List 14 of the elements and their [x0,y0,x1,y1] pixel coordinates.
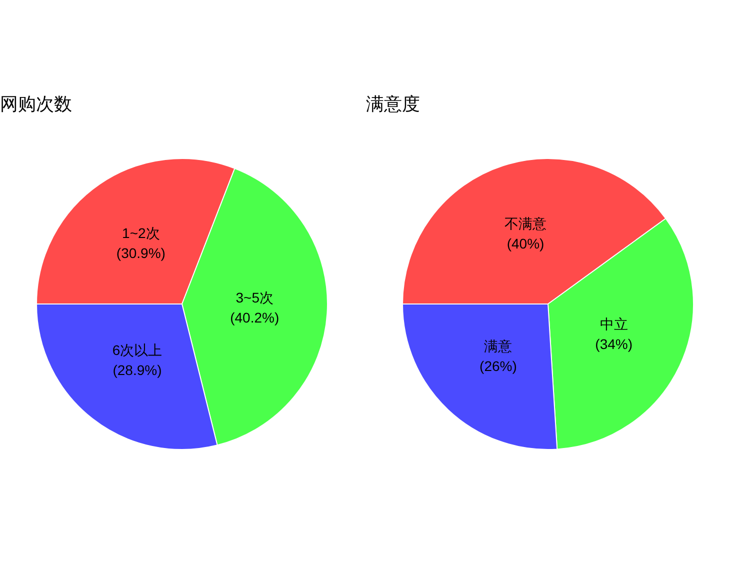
slice-label: 不满意 [504,216,547,232]
slice-label: 3~5次 [236,289,274,306]
data-label: (40.2%) [230,309,280,326]
data-label: (30.9%) [116,244,166,261]
slice-label: 1~2次 [122,224,160,241]
slice-label: 6次以上 [112,342,162,358]
chart-title: 满意度 [366,93,420,116]
data-label: (26%) [480,358,517,374]
data-label: (40%) [506,236,544,252]
slice-label: 满意 [484,338,512,354]
data-label: (34%) [595,336,633,352]
slice-label: 中立 [600,316,628,332]
data-label: (28.9%) [112,362,162,378]
chart-title: 网购次数 [0,93,72,116]
